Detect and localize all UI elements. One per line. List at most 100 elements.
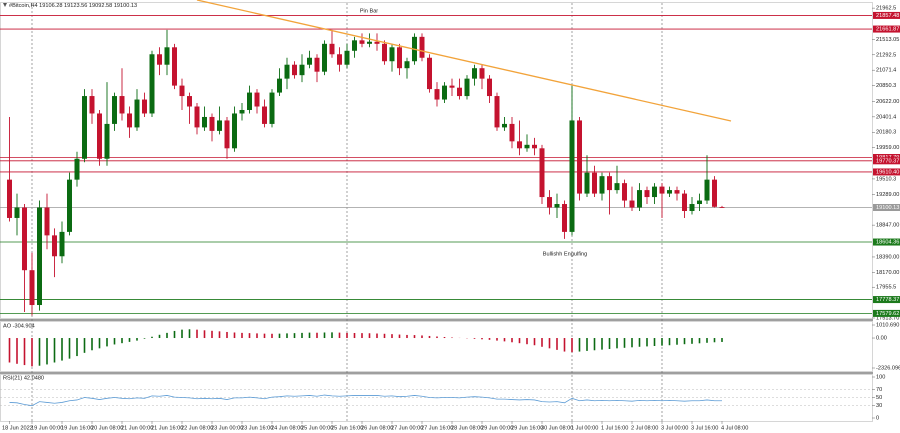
x-tick-label: 27 Jun 00:00 <box>391 425 423 431</box>
x-tick-label: 19 Jun 16:00 <box>61 425 93 431</box>
candle-body <box>314 57 320 72</box>
candle-body <box>262 106 267 124</box>
candle-body <box>644 190 650 198</box>
rsi-line <box>9 394 723 407</box>
x-tick-label: 20 Jun 08:00 <box>91 425 123 431</box>
candle-body <box>104 123 110 159</box>
level-tag <box>873 203 900 211</box>
candle-body <box>539 148 545 198</box>
candle-body <box>569 120 575 232</box>
candle-body <box>599 176 605 194</box>
y-tick-label: 17513.70 <box>876 315 899 321</box>
candle-body <box>74 158 80 180</box>
candle-body <box>517 141 522 149</box>
level-label: 19770.37 <box>876 158 899 164</box>
candle-body <box>629 200 635 208</box>
candle-body <box>472 68 477 79</box>
level-label: 17778.37 <box>876 297 899 303</box>
plot-layer: 17513.70 17955.5 18170.00 18390.00 18847.00 1… <box>0 6 900 431</box>
y-tick-label: -2326.096 <box>876 365 900 371</box>
x-tick-label: 19 Jun 00:00 <box>31 425 63 431</box>
candle-body <box>277 78 282 93</box>
level-tag <box>873 238 900 246</box>
candle-body <box>337 54 342 65</box>
x-tick-label: 21 Jun 16:00 <box>151 425 183 431</box>
trend-line <box>196 0 732 122</box>
level-tag <box>873 25 900 33</box>
candle-body <box>524 144 530 149</box>
y-tick-label: 100 <box>876 374 885 380</box>
level-label: 19610.40 <box>876 169 899 175</box>
y-tick-label: 20401.4 <box>876 114 896 120</box>
candle-body <box>674 190 680 194</box>
candle-body <box>449 85 455 88</box>
candle-body <box>29 270 35 306</box>
candle-body <box>59 231 65 257</box>
candle-body <box>179 85 185 97</box>
level-label: 17579.62 <box>876 311 899 317</box>
candle-body <box>194 106 200 128</box>
candle-body <box>172 47 177 86</box>
candle-body <box>622 183 627 201</box>
candle-body <box>502 123 507 128</box>
candle-body <box>239 109 245 114</box>
candle-body <box>562 204 567 232</box>
candle-body <box>592 172 597 194</box>
symbol-icon <box>3 3 7 7</box>
candle-body <box>67 179 72 232</box>
candle-body <box>554 204 560 208</box>
candle-body <box>269 92 275 124</box>
rsi-panel <box>0 374 873 422</box>
candle-body <box>689 204 695 211</box>
candle-body <box>254 92 260 107</box>
x-tick-label: 29 Jun 00:00 <box>481 425 513 431</box>
candle-body <box>389 47 395 62</box>
ao-title: AO -304.904 <box>3 323 35 329</box>
candle-body <box>7 179 12 218</box>
level-tag <box>873 309 900 317</box>
x-tick-label: 21 Jun 00:00 <box>121 425 153 431</box>
candle-body <box>112 96 117 124</box>
candle-body <box>44 207 50 236</box>
y-tick-label: 30 <box>876 403 882 409</box>
candle-body <box>419 36 425 58</box>
candle-body <box>329 43 335 55</box>
y-tick-label: 0.00 <box>876 336 887 342</box>
candle-body <box>577 120 582 194</box>
candle-body <box>89 96 95 114</box>
candle-body <box>187 96 192 107</box>
candle-body <box>202 116 207 128</box>
level-label: 18604.36 <box>876 240 899 246</box>
candle-body <box>442 85 447 100</box>
x-tick-label: 23 Jun 16:00 <box>241 425 273 431</box>
candle-body <box>352 40 357 51</box>
y-tick-label: 20180.3 <box>876 130 896 136</box>
candle-body <box>719 207 725 208</box>
y-tick-label: 1010.690 <box>876 322 899 328</box>
candle-body <box>209 116 215 131</box>
candle-body <box>14 207 20 218</box>
y-tick-label: 0 <box>876 415 879 421</box>
candle-body <box>427 57 432 90</box>
level-tag <box>873 157 900 165</box>
chart-title: #Bitcoin,H4 19106.28 19123.56 19092.58 1… <box>9 3 137 9</box>
level-label: 19100.13 <box>876 205 899 211</box>
x-tick-label: 30 Jun 08:00 <box>541 425 573 431</box>
y-tick-label: 19510.3 <box>876 176 896 182</box>
candle-body <box>307 57 312 65</box>
x-tick-label: 3 Jul 16:00 <box>691 425 718 431</box>
candle-body <box>509 123 515 142</box>
candle-body <box>584 172 590 194</box>
x-tick-label: 18 Jun 2022 <box>2 425 33 431</box>
candle-body <box>82 96 87 159</box>
candle-body <box>614 183 620 191</box>
level-label: 21661.87 <box>876 27 899 33</box>
y-tick-label: 21292.5 <box>876 52 896 58</box>
candle-body <box>682 193 687 211</box>
y-tick-label: 18390.00 <box>876 254 899 260</box>
candle-body <box>457 87 462 97</box>
candle-body <box>637 190 642 208</box>
candle-body <box>659 186 665 194</box>
